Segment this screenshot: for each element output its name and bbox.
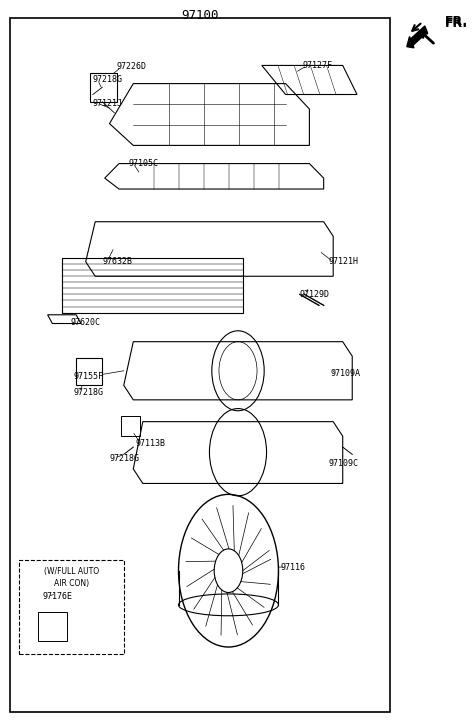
Text: 97620C: 97620C [70, 318, 100, 327]
Text: 97129D: 97129D [300, 290, 330, 299]
Text: 97226D: 97226D [117, 63, 147, 71]
Text: 97218G: 97218G [74, 388, 104, 397]
Bar [90, 73, 117, 102]
Text: 97218G: 97218G [93, 76, 123, 84]
Text: (W/FULL AUTO
AIR CON): (W/FULL AUTO AIR CON) [44, 567, 99, 588]
Text: 97121J: 97121J [93, 99, 123, 108]
Text: 97113B: 97113B [136, 439, 166, 448]
Text: 97105C: 97105C [129, 159, 159, 168]
Text: 97632B: 97632B [102, 257, 132, 266]
Text: 97100: 97100 [181, 9, 218, 23]
Text: 97218G: 97218G [109, 454, 139, 462]
Bar [76, 358, 102, 385]
FancyArrow shape [407, 26, 427, 48]
Bar [121, 416, 140, 436]
Text: FR.: FR. [445, 15, 468, 28]
Bar [10, 18, 390, 712]
Bar [38, 612, 67, 641]
Text: 97176E: 97176E [43, 592, 73, 601]
Text: 97127F: 97127F [302, 61, 332, 70]
Text: FR.: FR. [445, 17, 468, 30]
Text: 97121H: 97121H [328, 257, 358, 266]
Text: 97109C: 97109C [328, 459, 358, 468]
Text: 97116: 97116 [281, 563, 306, 571]
Bar [19, 560, 124, 654]
Text: 97155F: 97155F [74, 372, 104, 381]
Text: 97109A: 97109A [331, 369, 361, 378]
Bar [62, 258, 243, 313]
